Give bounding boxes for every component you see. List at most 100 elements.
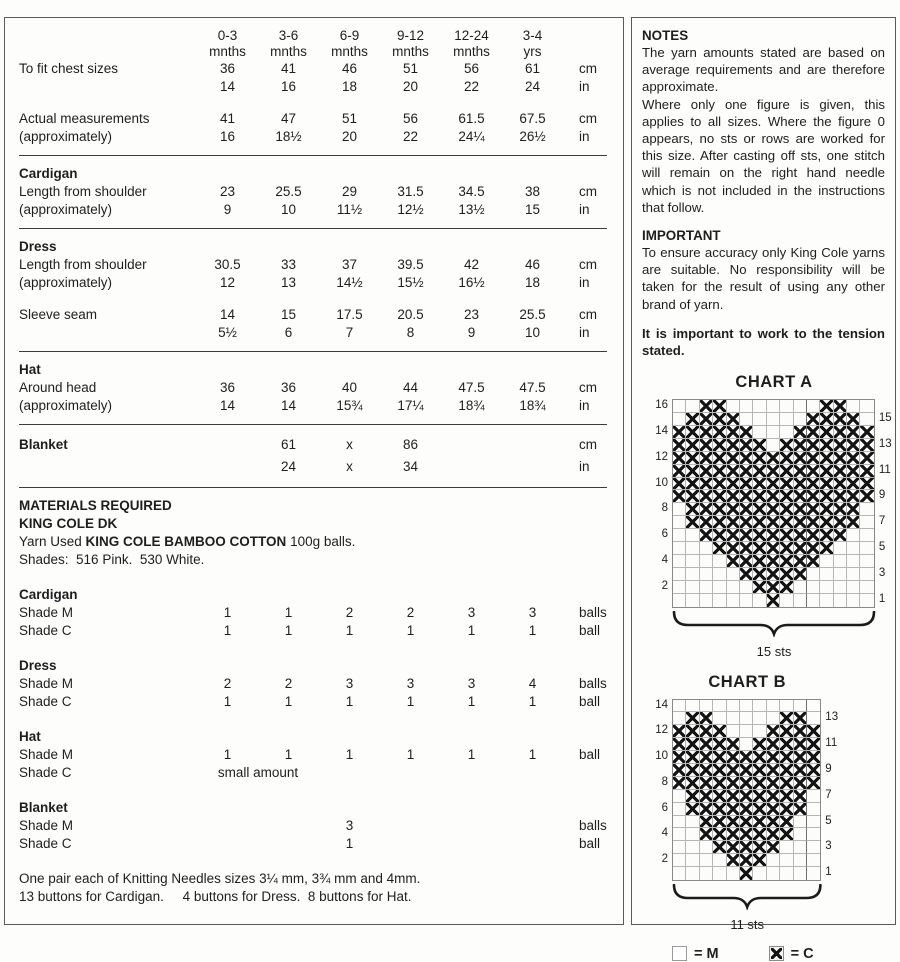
- size-value: 9: [467, 325, 476, 340]
- yarn-used-prefix: Yarn Used: [19, 534, 82, 549]
- chart-cell-x: [699, 529, 714, 543]
- chart-cell-x: [753, 529, 767, 543]
- chart-cell-x: [860, 451, 875, 465]
- chart-cell-x: [713, 464, 727, 478]
- chart-cell-x: [780, 529, 794, 543]
- chart-cell-x: [713, 776, 727, 790]
- chart-cell-x: [806, 516, 821, 530]
- size-value: 7: [345, 325, 354, 340]
- size-range-unit: mnths: [453, 44, 490, 59]
- chart-cell: [833, 567, 848, 581]
- row-number-right: 13: [825, 711, 839, 724]
- row-number-right: [875, 451, 896, 464]
- horizontal-rule: [19, 351, 607, 352]
- chart-cell: [847, 554, 861, 568]
- materials-value: [380, 835, 441, 853]
- chart-cell-x: [726, 516, 740, 530]
- chart-cell-x: [673, 464, 687, 478]
- materials-group-title: Dress: [19, 658, 57, 673]
- chart-cell: [686, 593, 700, 607]
- materials-value: [197, 817, 258, 835]
- size-value: 61: [524, 61, 541, 76]
- size-value: 24¼: [458, 129, 485, 144]
- chart-cell-x: [726, 751, 740, 764]
- row-number-right: [875, 502, 896, 515]
- chart-cell-x: [739, 802, 754, 816]
- size-row-label: (approximately): [19, 275, 113, 290]
- chart-cell-x: [713, 490, 727, 504]
- chart-cell-x: [806, 477, 821, 491]
- chart-cell-x: [699, 815, 714, 829]
- chart-cell-x: [766, 751, 781, 764]
- size-value: 17¼: [397, 398, 424, 413]
- size-value: 17.5: [336, 307, 363, 322]
- chart-cell-x: [766, 841, 781, 855]
- row-number-right: [875, 477, 896, 490]
- chart-cell: [793, 841, 807, 855]
- horizontal-rule: [19, 228, 607, 229]
- row-number-left: 2: [661, 853, 668, 866]
- chart-cell-x: [806, 426, 821, 439]
- materials-row-label: Shade C: [19, 694, 72, 709]
- size-row-label: Actual measurements: [19, 111, 150, 126]
- size-value: 15½: [397, 275, 424, 290]
- chart-cell: [806, 816, 821, 829]
- size-value: 86: [402, 437, 419, 452]
- row-number-right: [821, 699, 842, 712]
- chart-cell-x: [820, 477, 834, 491]
- chart-cell: [699, 841, 714, 855]
- size-column-header: 0-3 mnths: [197, 28, 258, 60]
- materials-value: 1: [467, 694, 476, 709]
- materials-row-label: Shade C: [19, 836, 72, 851]
- chart-cell: [806, 580, 821, 594]
- chart-cell: [686, 828, 700, 842]
- materials-row: Shade M 2 2 3 3 3 4 balls: [19, 675, 607, 693]
- size-range: 6-9: [339, 28, 360, 43]
- chart-cell-x: [793, 464, 807, 478]
- materials-value: [380, 817, 441, 835]
- chart-cell: [686, 567, 700, 581]
- chart-cell-x: [713, 815, 727, 829]
- materials-unit: balls: [579, 818, 607, 833]
- chart-cell: [673, 503, 687, 517]
- chart-cell: [673, 580, 687, 594]
- materials-value: 1: [223, 605, 232, 620]
- chart-cell-x: [847, 426, 861, 439]
- row-number-right: 7: [825, 788, 832, 801]
- chart-cell-x: [847, 477, 861, 491]
- size-value: 36: [280, 380, 297, 395]
- chart-cell-x: [753, 516, 767, 530]
- legend-label-c: = C: [790, 945, 814, 962]
- chart-cell: [739, 725, 754, 739]
- chart-cell: [753, 593, 767, 607]
- size-range-unit: mnths: [270, 44, 307, 59]
- chart-cell: [739, 400, 754, 414]
- legend-item-m: = M: [672, 946, 719, 962]
- chart-cell: [847, 400, 861, 414]
- chart-cell: [780, 854, 794, 868]
- chart-cell-x: [847, 516, 861, 530]
- chart-cell-x: [726, 738, 740, 752]
- size-column-header: 9-12 mnths: [380, 28, 441, 60]
- chart-cell-x: [713, 426, 727, 439]
- materials-value: 2: [406, 605, 415, 620]
- chart-cell-x: [833, 516, 848, 530]
- size-value: [502, 456, 563, 478]
- chart-cell-x: [673, 751, 687, 764]
- chart-cell-x: [780, 580, 794, 594]
- chart-cell: [726, 725, 740, 739]
- row-number-right: 13: [878, 437, 892, 450]
- row-number-left: 8: [661, 502, 668, 515]
- chart-cell-x: [726, 763, 740, 777]
- size-and-materials-panel: 0-3 mnths 3-6 mnths 6-9 mnths 9-12 mnths 12-24 mn…: [4, 17, 624, 925]
- chart-cell: [860, 529, 874, 543]
- row-number-right: [875, 554, 896, 567]
- size-range: 0-3: [217, 28, 238, 43]
- chart-cell-x: [713, 828, 727, 842]
- chart-cell-x: [699, 802, 714, 816]
- row-number-left: 6: [661, 801, 668, 814]
- chart-row-labels-left: 16 14 12 10 8 6 4 2: [651, 399, 672, 605]
- chart-cell-x: [847, 503, 861, 517]
- chart-cell-x: [753, 567, 767, 581]
- charts-container: CHART A 16 14 12 10 8 6 4 2 15 13 11 9 7 5 3 1 15 sts CHAR…: [642, 373, 891, 932]
